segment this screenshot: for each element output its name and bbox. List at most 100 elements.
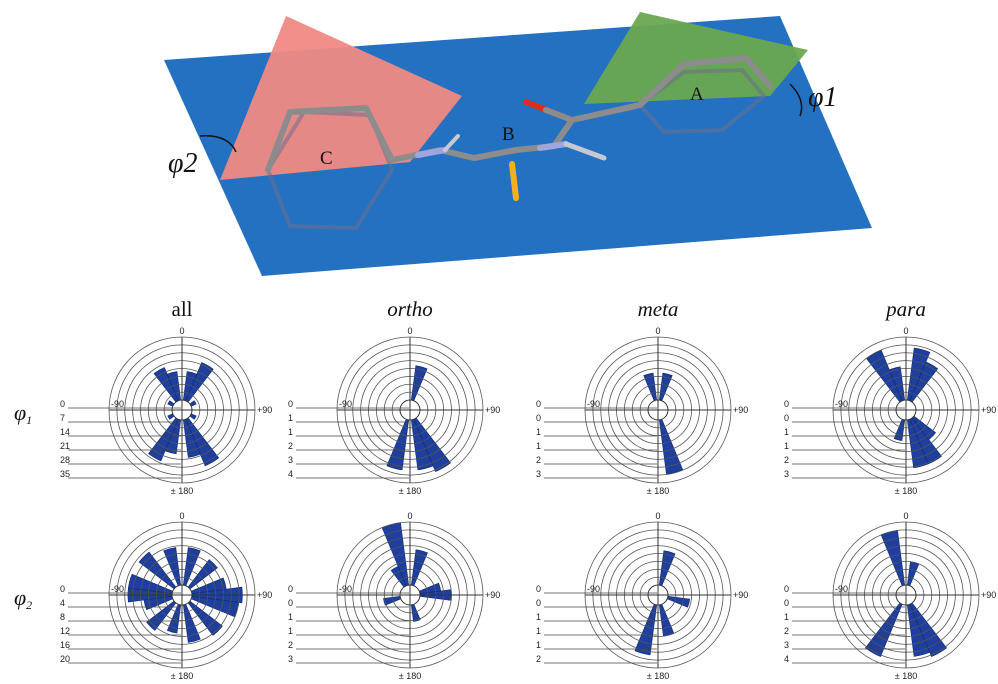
- angle-label-right: +90: [257, 405, 272, 415]
- scale-tick-label: 0: [288, 399, 293, 409]
- scale-tick-label: 0: [536, 399, 541, 409]
- rose-petal: [906, 561, 920, 587]
- scale-tick-label: 4: [60, 598, 65, 608]
- angle-label-right: +90: [733, 590, 748, 600]
- rose-petal: [666, 595, 691, 608]
- angle-label-left: -90: [587, 399, 600, 409]
- scale-tick-label: 1: [536, 441, 541, 451]
- scale-tick-label: 35: [60, 469, 70, 479]
- scale-tick-label: 1: [784, 427, 789, 437]
- angle-label-top: 0: [179, 326, 184, 336]
- scale-tick-label: 0: [536, 598, 541, 608]
- scale-tick-label: 0: [784, 598, 789, 608]
- angle-label-bottom: ± 180: [895, 671, 917, 681]
- angle-label-right: +90: [485, 405, 500, 415]
- molecule-illustration: A B C φ1 φ2: [164, 12, 872, 276]
- scale-tick-label: 2: [536, 654, 541, 664]
- angle-label-right: +90: [981, 405, 996, 415]
- nitrogen-bond-1: [415, 147, 448, 158]
- scale-tick-label: 1: [536, 640, 541, 650]
- scale-tick-label: 1: [784, 441, 789, 451]
- scale-tick-label: 7: [60, 413, 65, 423]
- scale-tick-label: 0: [784, 399, 789, 409]
- scale-tick-label: 8: [60, 612, 65, 622]
- angle-label-bottom: ± 180: [895, 486, 917, 496]
- rose-petal: [410, 549, 428, 587]
- angle-label-phi1: φ1: [808, 82, 838, 113]
- angle-label-top: 0: [179, 511, 184, 521]
- hydrogen-1: [443, 134, 460, 152]
- scale-tick-label: 3: [784, 640, 789, 650]
- scale-tick-label: 1: [288, 626, 293, 636]
- scale-tick-label: 2: [288, 441, 293, 451]
- scale-tick-label: 1: [288, 612, 293, 622]
- scale-tick-label: 4: [288, 469, 293, 479]
- ring-label-a: A: [690, 84, 704, 105]
- rose-petal: [893, 418, 906, 442]
- scale-tick-label: 2: [784, 455, 789, 465]
- angle-label-bottom: ± 180: [647, 486, 669, 496]
- scale-tick-label: 0: [536, 584, 541, 594]
- ring-c-bonds: [265, 105, 395, 173]
- scale-tick-label: 14: [60, 427, 70, 437]
- angle-label-bottom: ± 180: [647, 671, 669, 681]
- angle-label-left: -90: [835, 399, 848, 409]
- column-title: para: [884, 297, 926, 321]
- scale-tick-label: 1: [536, 612, 541, 622]
- scale-tick-label: 0: [288, 598, 293, 608]
- angle-label-top: 0: [903, 326, 908, 336]
- scale-tick-label: 0: [288, 584, 293, 594]
- scale-tick-label: 0: [60, 399, 65, 409]
- scale-tick-label: 1: [536, 427, 541, 437]
- phi1-arc: [789, 83, 803, 117]
- angle-label-left: -90: [111, 584, 124, 594]
- scale-tick-label: 28: [60, 455, 70, 465]
- column-title: all: [172, 297, 193, 321]
- angle-label-left: -90: [111, 399, 124, 409]
- scale-tick-label: 16: [60, 640, 70, 650]
- sulfur-bond: [509, 161, 519, 201]
- angle-label-right: +90: [485, 590, 500, 600]
- phi2-arc: [199, 135, 237, 153]
- scale-tick-label: 1: [784, 612, 789, 622]
- ring-a-shadow: [637, 67, 767, 135]
- scale-tick-label: 1: [288, 427, 293, 437]
- angle-label-top: 0: [407, 511, 412, 521]
- scale-tick-label: 2: [536, 455, 541, 465]
- angle-label-top: 0: [407, 326, 412, 336]
- angle-label-left: -90: [339, 399, 352, 409]
- scale-tick-label: 3: [784, 469, 789, 479]
- scale-tick-label: 3: [288, 654, 293, 664]
- column-title: meta: [638, 297, 679, 321]
- angle-label-bottom: ± 180: [399, 486, 421, 496]
- angle-label-top: 0: [655, 326, 660, 336]
- angle-label-right: +90: [981, 590, 996, 600]
- scale-tick-label: 3: [536, 469, 541, 479]
- ring-a-bonds: [637, 55, 773, 108]
- angle-label-bottom: ± 180: [399, 671, 421, 681]
- angle-label-top: 0: [655, 511, 660, 521]
- scale-tick-label: 2: [288, 640, 293, 650]
- carbonyl-bond: [543, 107, 575, 123]
- scale-tick-label: 1: [536, 626, 541, 636]
- scale-tick-label: 20: [60, 654, 70, 664]
- row-title: φ1: [14, 400, 32, 427]
- angle-label-bottom: ± 180: [171, 486, 193, 496]
- angle-label-right: +90: [733, 405, 748, 415]
- row-title: φ2: [14, 585, 32, 612]
- ring-label-c: C: [320, 148, 333, 169]
- scale-tick-label: 2: [784, 626, 789, 636]
- angle-label-phi2: φ2: [168, 148, 198, 179]
- angle-label-left: -90: [587, 584, 600, 594]
- scale-tick-label: 1: [288, 413, 293, 423]
- column-title: ortho: [387, 297, 433, 321]
- angle-label-right: +90: [257, 590, 272, 600]
- hydrogen-2: [563, 141, 607, 161]
- nitrogen-bond-2: [537, 141, 569, 151]
- scale-tick-label: 3: [288, 455, 293, 465]
- ring-label-b: B: [502, 124, 515, 145]
- scale-tick-label: 0: [784, 413, 789, 423]
- scale-tick-label: 21: [60, 441, 70, 451]
